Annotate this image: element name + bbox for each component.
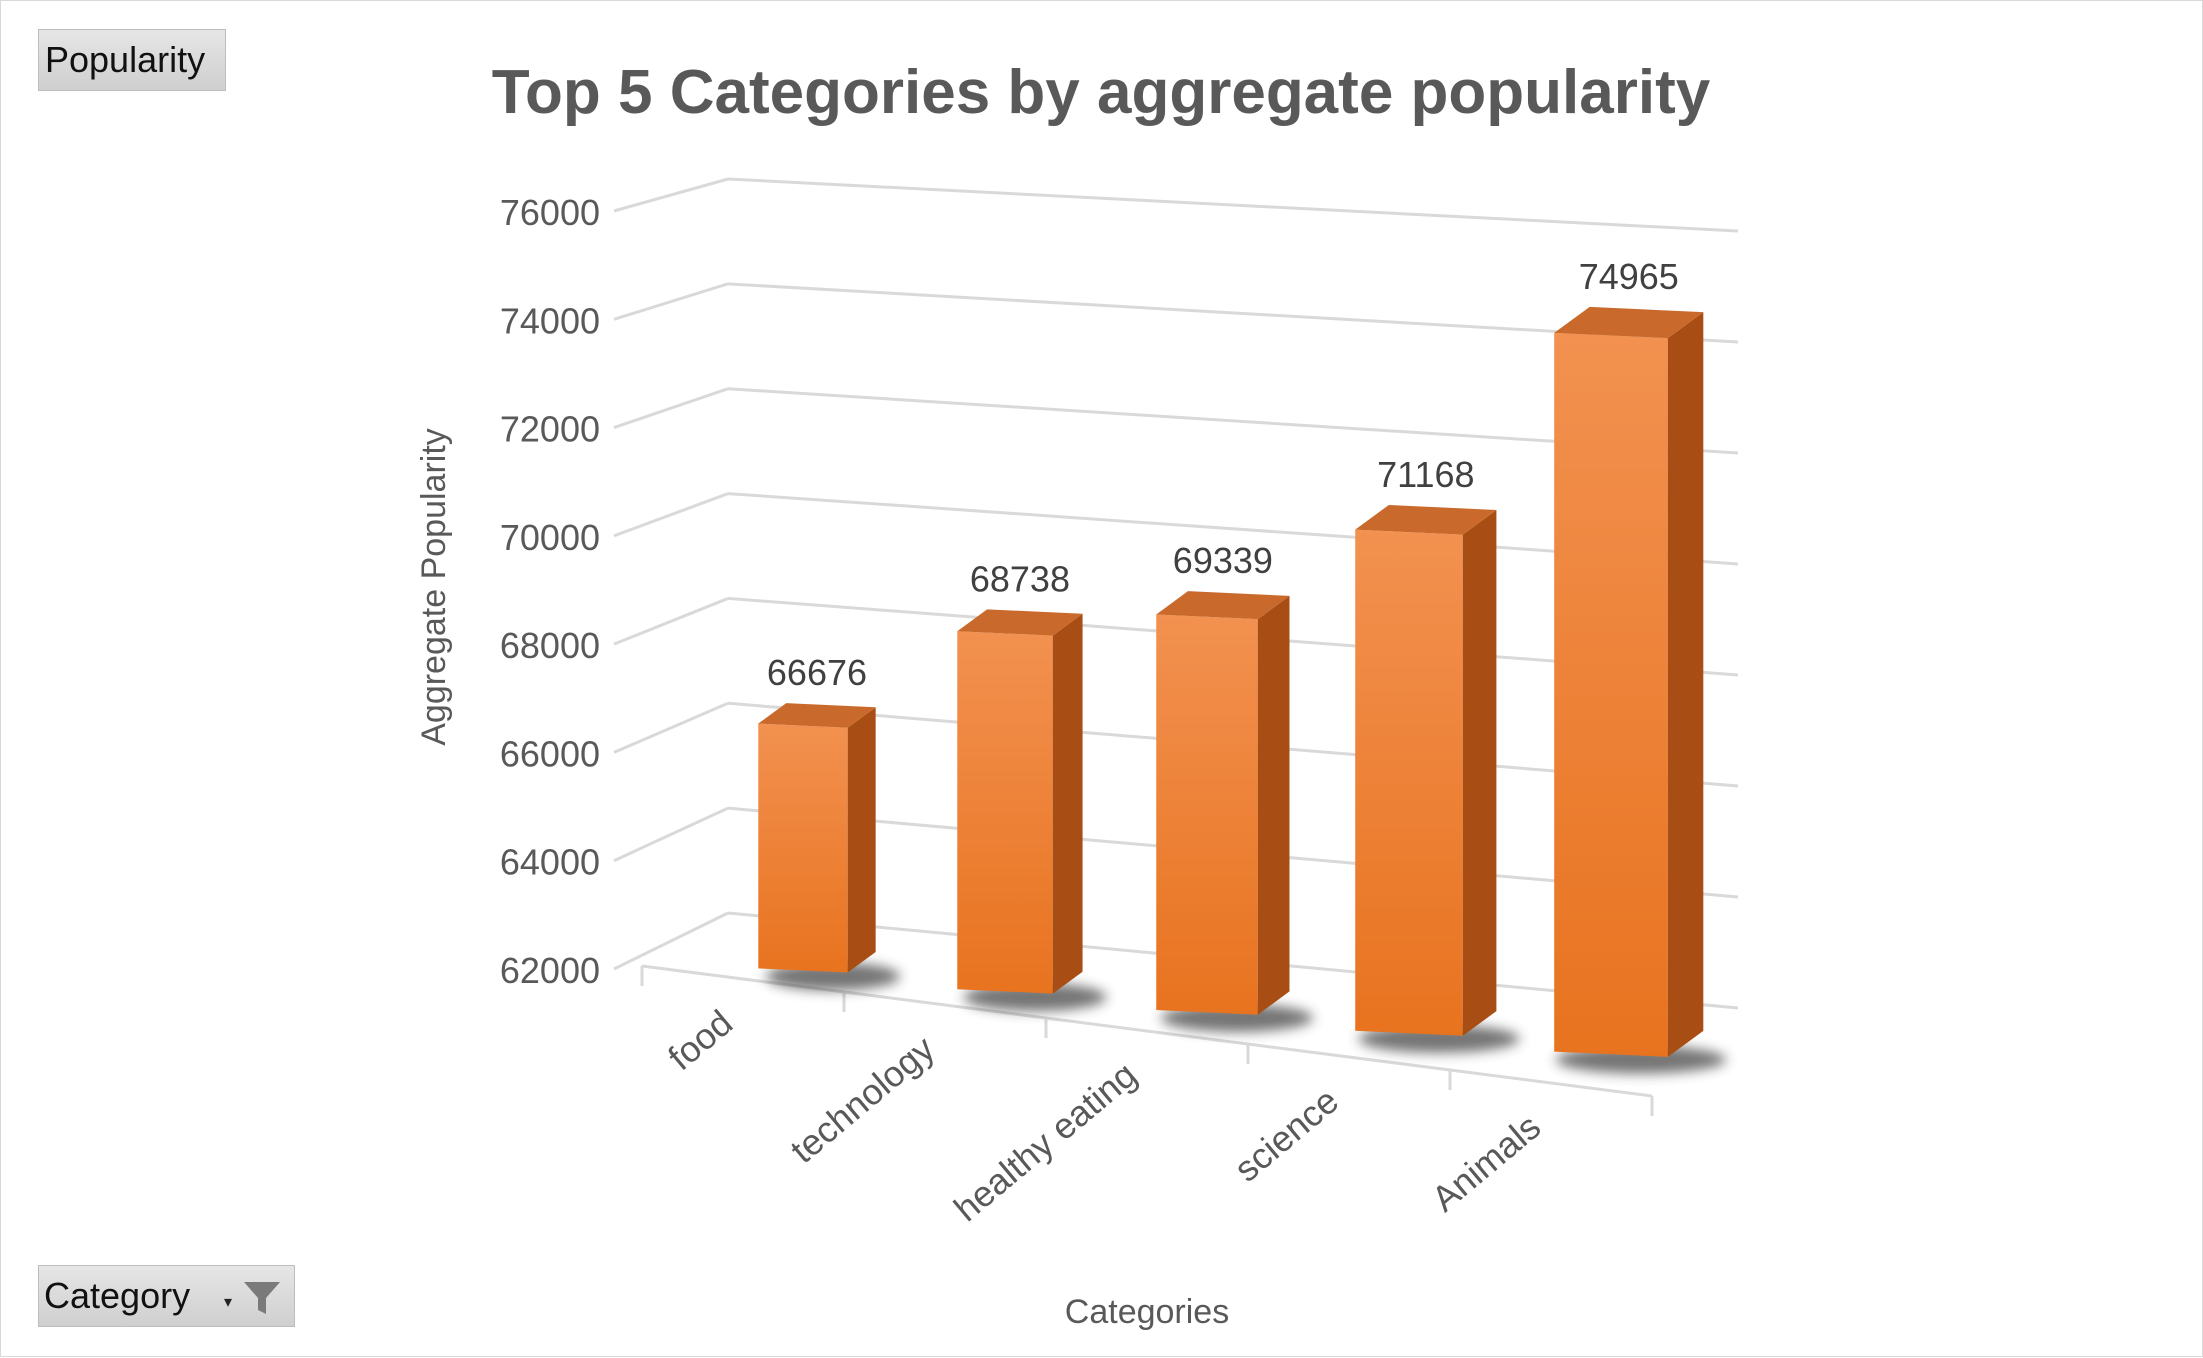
gridline-side	[613, 282, 729, 321]
chevron-down-icon[interactable]: ▾	[224, 1294, 233, 1311]
y-axis-title: Aggregate Popularity	[415, 428, 453, 746]
bar-side	[1462, 509, 1497, 1036]
bar-top	[758, 703, 876, 728]
bar-front	[758, 723, 848, 973]
y-tick-label: 68000	[500, 625, 600, 666]
funnel-icon[interactable]	[242, 1278, 282, 1318]
gridline-side	[613, 911, 729, 971]
data-label: 66676	[767, 652, 867, 693]
data-label: 74965	[1579, 256, 1679, 297]
value-field-label: Popularity	[45, 39, 206, 80]
y-tick-label: 66000	[500, 733, 600, 774]
bar-top	[1554, 306, 1704, 339]
data-label: 68738	[970, 558, 1070, 599]
y-tick-label: 70000	[500, 517, 600, 558]
data-label: 69339	[1173, 540, 1273, 581]
x-axis-title: Categories	[1065, 1293, 1229, 1331]
bar-top	[1355, 504, 1497, 535]
chart-title: Top 5 Categories by aggregate popularity	[492, 58, 1711, 127]
bar-front	[1156, 614, 1258, 1015]
y-tick-label: 62000	[500, 950, 600, 991]
x-tick-label: healthy eating	[946, 1054, 1144, 1230]
gridline-side	[613, 701, 729, 754]
category-field-label: Category	[44, 1275, 191, 1316]
category-field-button[interactable]: Category ▾	[38, 1265, 295, 1327]
bar-front	[1355, 529, 1463, 1036]
gridline-side	[613, 387, 729, 429]
bar-front	[957, 631, 1053, 994]
bar-top	[957, 609, 1083, 636]
gridline-side	[613, 177, 729, 213]
gridline	[727, 177, 1739, 233]
gridline-side	[613, 492, 729, 538]
x-tick-label: technology	[782, 1028, 942, 1171]
bar-side	[1052, 613, 1083, 994]
bar-side	[1257, 595, 1290, 1015]
x-tick-label: Animals	[1424, 1106, 1548, 1220]
gridline-side	[613, 806, 729, 863]
bar-top	[1156, 591, 1290, 620]
bar-side	[847, 707, 876, 973]
gridline-side	[613, 597, 729, 646]
y-tick-label: 72000	[500, 409, 600, 450]
y-tick-label: 64000	[500, 842, 600, 883]
data-label: 71168	[1377, 454, 1474, 495]
y-tick-label: 74000	[500, 300, 600, 341]
bar-front	[1554, 332, 1668, 1057]
y-tick-label: 76000	[500, 192, 600, 233]
bar-side	[1667, 312, 1704, 1057]
x-tick-label: science	[1226, 1080, 1346, 1190]
value-field-button[interactable]: Popularity	[38, 29, 226, 91]
x-tick-label: food	[660, 1002, 740, 1078]
